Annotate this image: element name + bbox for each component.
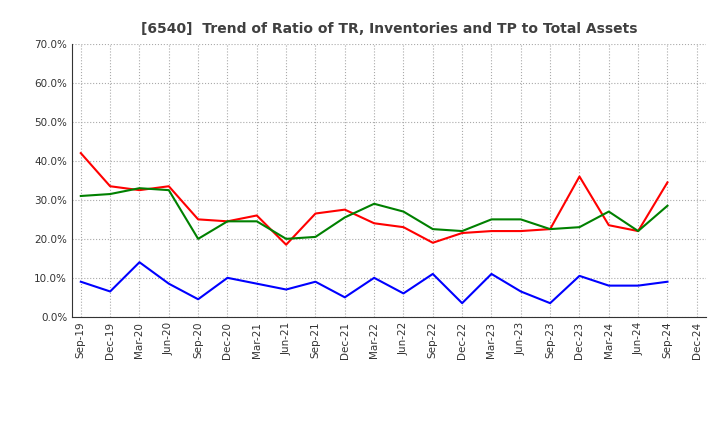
Trade Payables — [223, 219, 232, 224]
Trade Receivables — [370, 220, 379, 226]
Trade Payables — [634, 228, 642, 234]
Trade Receivables — [605, 223, 613, 228]
Inventories — [135, 260, 144, 265]
Inventories — [282, 287, 290, 292]
Line: Trade Receivables: Trade Receivables — [81, 153, 667, 245]
Trade Payables — [341, 215, 349, 220]
Trade Receivables — [458, 231, 467, 236]
Inventories — [341, 295, 349, 300]
Trade Receivables — [223, 219, 232, 224]
Line: Trade Payables: Trade Payables — [81, 188, 667, 239]
Trade Payables — [575, 224, 584, 230]
Inventories — [458, 301, 467, 306]
Trade Receivables — [487, 228, 496, 234]
Trade Payables — [516, 217, 525, 222]
Inventories — [370, 275, 379, 280]
Trade Receivables — [341, 207, 349, 212]
Trade Payables — [605, 209, 613, 214]
Trade Receivables — [663, 180, 672, 185]
Line: Inventories: Inventories — [81, 262, 667, 303]
Inventories — [487, 271, 496, 277]
Trade Receivables — [428, 240, 437, 246]
Trade Receivables — [546, 227, 554, 232]
Trade Payables — [164, 187, 173, 193]
Trade Payables — [399, 209, 408, 214]
Inventories — [194, 297, 202, 302]
Trade Receivables — [76, 150, 85, 156]
Trade Payables — [194, 236, 202, 242]
Inventories — [223, 275, 232, 280]
Trade Payables — [428, 227, 437, 232]
Trade Receivables — [106, 183, 114, 189]
Trade Payables — [370, 201, 379, 206]
Inventories — [575, 273, 584, 279]
Trade Receivables — [282, 242, 290, 247]
Trade Receivables — [253, 213, 261, 218]
Inventories — [106, 289, 114, 294]
Trade Payables — [106, 191, 114, 197]
Inventories — [164, 281, 173, 286]
Inventories — [634, 283, 642, 288]
Inventories — [399, 291, 408, 296]
Trade Receivables — [311, 211, 320, 216]
Inventories — [546, 301, 554, 306]
Trade Receivables — [135, 187, 144, 193]
Trade Payables — [76, 193, 85, 198]
Inventories — [663, 279, 672, 284]
Trade Receivables — [164, 183, 173, 189]
Trade Payables — [135, 186, 144, 191]
Trade Payables — [487, 217, 496, 222]
Inventories — [311, 279, 320, 284]
Trade Payables — [311, 234, 320, 239]
Trade Receivables — [399, 224, 408, 230]
Trade Receivables — [516, 228, 525, 234]
Trade Payables — [253, 219, 261, 224]
Inventories — [605, 283, 613, 288]
Trade Receivables — [634, 228, 642, 234]
Inventories — [76, 279, 85, 284]
Inventories — [428, 271, 437, 277]
Trade Payables — [546, 227, 554, 232]
Trade Payables — [282, 236, 290, 242]
Trade Payables — [663, 203, 672, 209]
Title: [6540]  Trend of Ratio of TR, Inventories and TP to Total Assets: [6540] Trend of Ratio of TR, Inventories… — [140, 22, 637, 36]
Trade Payables — [458, 228, 467, 234]
Trade Receivables — [575, 174, 584, 179]
Inventories — [516, 289, 525, 294]
Trade Receivables — [194, 217, 202, 222]
Inventories — [253, 281, 261, 286]
